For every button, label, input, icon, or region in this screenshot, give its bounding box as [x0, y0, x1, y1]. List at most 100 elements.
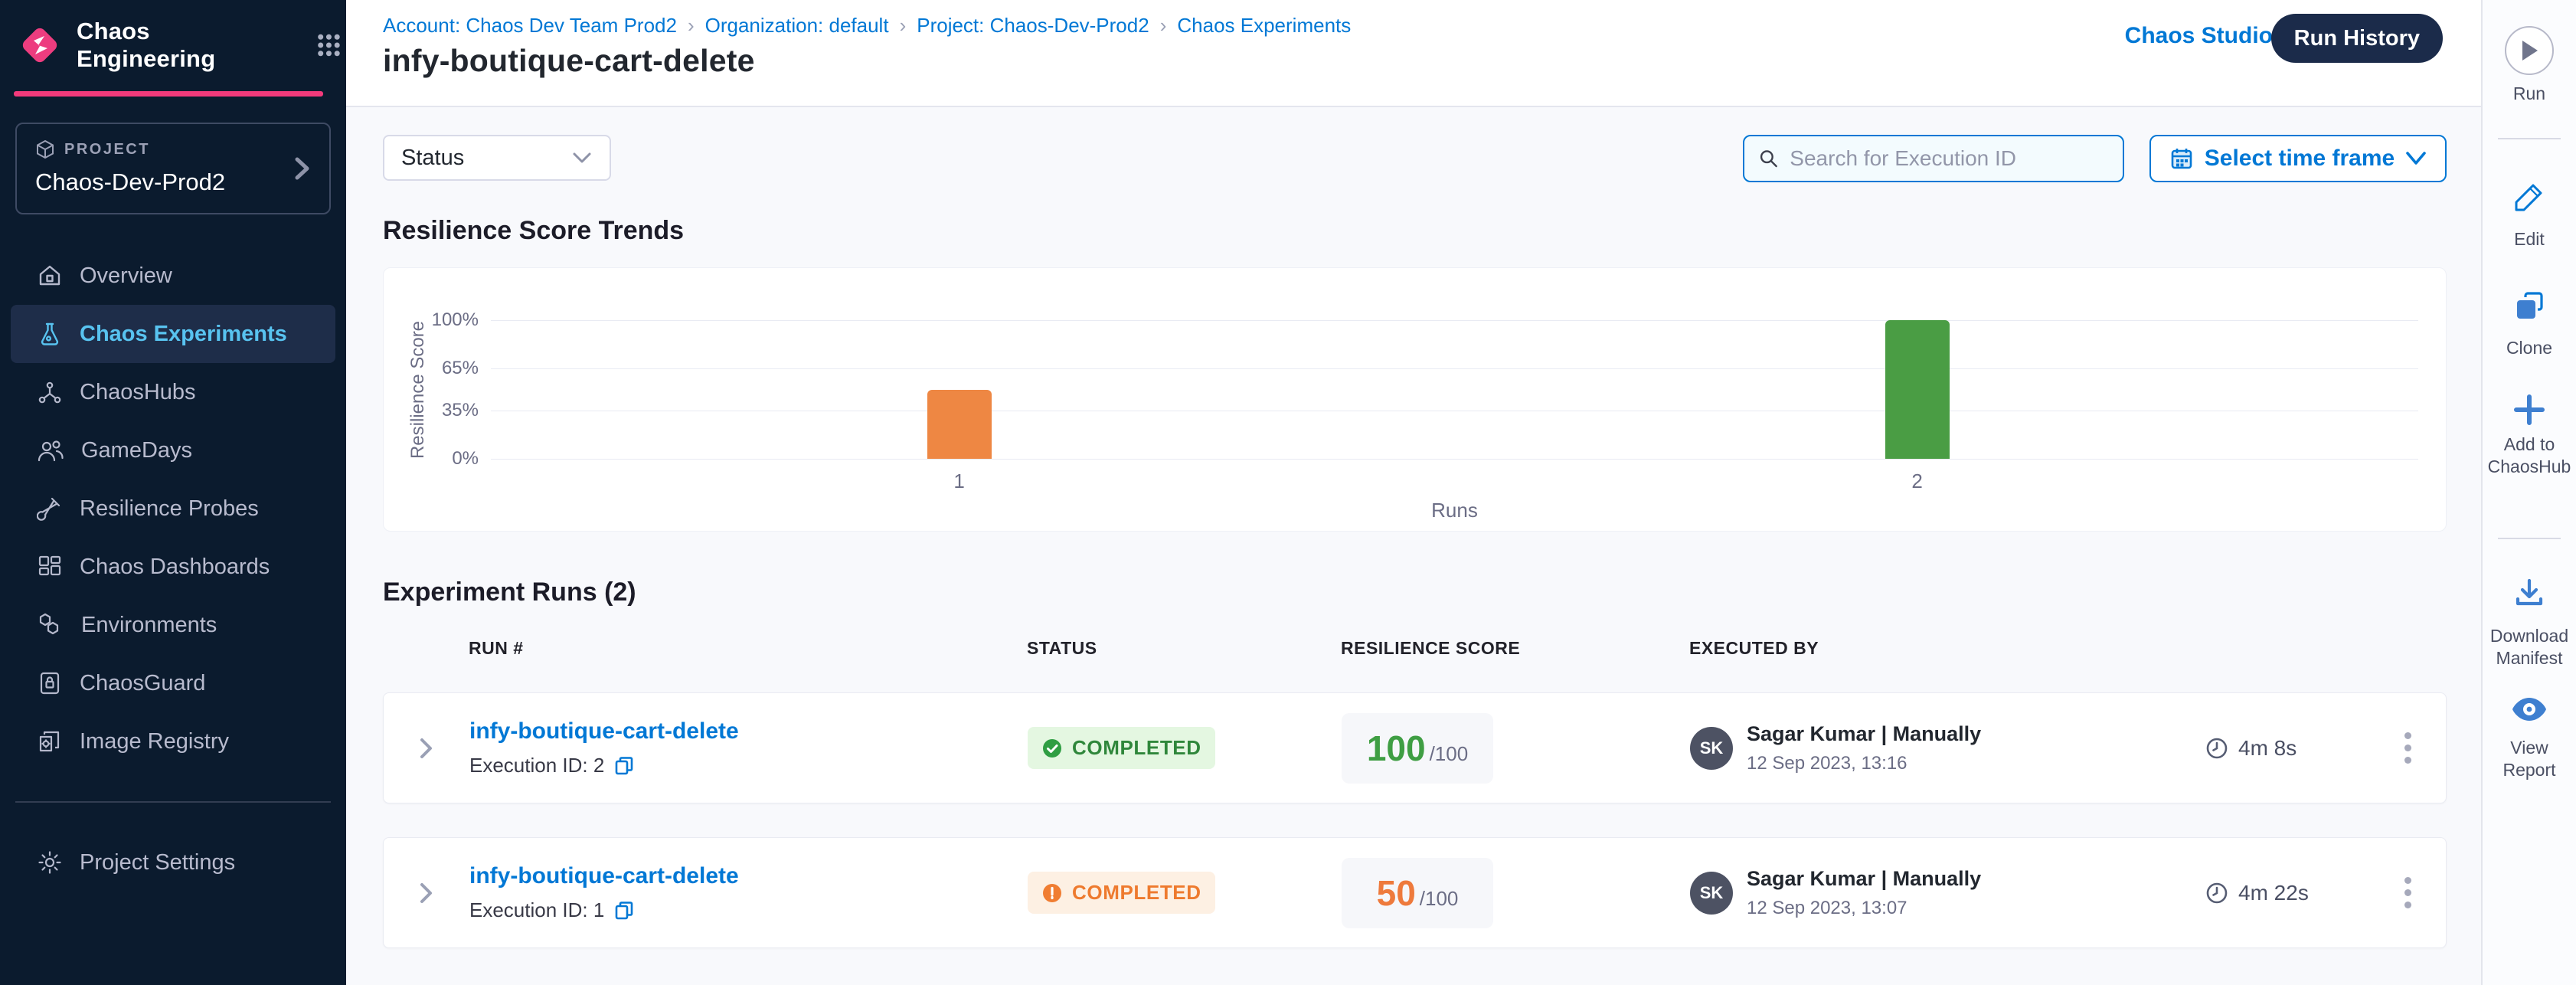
- cube-icon: [37, 139, 54, 159]
- runs-table-header: RUN # STATUS RESILIENCE SCORE EXECUTED B…: [383, 638, 2447, 659]
- runs-section-title: Experiment Runs (2): [383, 578, 636, 607]
- run-button[interactable]: [2505, 26, 2554, 75]
- status-filter-dropdown[interactable]: Status: [383, 135, 611, 181]
- right-action-toolbar: Run Edit Clone Add to ChaosHub Download …: [2481, 0, 2576, 985]
- status-filter-label: Status: [401, 145, 465, 170]
- run-history-button[interactable]: Run History: [2270, 14, 2443, 63]
- breadcrumb-chaos-experiments[interactable]: Chaos Experiments: [1177, 14, 1352, 37]
- breadcrumb-project[interactable]: Project: Chaos-Dev-Prod2: [917, 14, 1149, 37]
- column-status: STATUS: [1027, 638, 1097, 658]
- executed-at: 12 Sep 2023, 13:16: [1747, 752, 1907, 774]
- run-duration: 4m 8s: [2238, 735, 2297, 760]
- toolbar-divider: [2498, 138, 2561, 139]
- chevron-right-icon: [295, 157, 309, 180]
- gridline: [491, 459, 2418, 460]
- copy-icon[interactable]: [613, 755, 635, 777]
- avatar: SK: [1690, 726, 1733, 770]
- run-button-label: Run: [2512, 83, 2546, 103]
- score-value: 50: [1376, 872, 1416, 913]
- avatar: SK: [1690, 871, 1733, 915]
- chart-bar-run-1[interactable]: [927, 389, 992, 459]
- edit-button-label: Edit: [2514, 229, 2545, 249]
- y-axis-title: Resilience Score: [407, 320, 428, 459]
- download-icon[interactable]: [2512, 576, 2547, 611]
- sidebar-item-label: Environments: [81, 612, 217, 637]
- experiment-run-link[interactable]: infy-boutique-cart-delete: [469, 718, 739, 744]
- module-grid-icon[interactable]: [312, 28, 346, 63]
- execution-id: Execution ID: 2: [469, 754, 605, 777]
- users-icon: [38, 440, 64, 462]
- status-text: COMPLETED: [1072, 736, 1201, 759]
- search-icon: [1760, 150, 1777, 168]
- sidebar-item-chaoshubs[interactable]: ChaosHubs: [11, 363, 335, 421]
- chevron-right-icon: [420, 738, 432, 758]
- sidebar-item-chaos-experiments[interactable]: Chaos Experiments: [11, 305, 335, 363]
- sidebar-item-label: Chaos Experiments: [80, 321, 287, 346]
- column-executed-by: EXECUTED BY: [1689, 638, 1819, 658]
- x-axis-title: Runs: [1431, 499, 1478, 522]
- project-selector[interactable]: PROJECT Chaos-Dev-Prod2: [15, 123, 331, 214]
- hub-icon: [38, 381, 61, 404]
- chevron-right-icon: [420, 882, 432, 903]
- view-report-label: View Report: [2502, 738, 2556, 780]
- edit-icon[interactable]: [2512, 179, 2547, 214]
- plus-icon[interactable]: [2512, 392, 2547, 427]
- run-duration: 4m 22s: [2238, 880, 2309, 905]
- chart-bar-run-2[interactable]: [1885, 320, 1950, 459]
- sidebar-item-project-settings[interactable]: Project Settings: [11, 833, 335, 892]
- sidebar-item-label: Resilience Probes: [80, 496, 259, 521]
- sidebar-item-label: Image Registry: [80, 728, 230, 754]
- sidebar-item-gamedays[interactable]: GameDays: [11, 421, 335, 479]
- row-menu-button[interactable]: [2369, 732, 2446, 764]
- calendar-icon: [2171, 149, 2192, 169]
- sidebar-item-label: Chaos Dashboards: [80, 554, 270, 579]
- resilience-score-tile: 50 /100: [1342, 857, 1493, 928]
- breadcrumb-separator: ›: [899, 14, 907, 37]
- chaos-studio-link[interactable]: Chaos Studio: [2124, 23, 2273, 48]
- left-sidebar: Chaos Engineering PROJECT Chaos-Dev-Prod…: [0, 0, 346, 985]
- score-value: 100: [1366, 728, 1426, 768]
- row-menu-button[interactable]: [2369, 877, 2446, 908]
- sidebar-item-environments[interactable]: Environments: [11, 596, 335, 654]
- hexagons-icon: [39, 613, 59, 635]
- column-run: RUN #: [469, 638, 524, 658]
- x-tick-label: 1: [953, 470, 965, 492]
- breadcrumb-account[interactable]: Account: Chaos Dev Team Prod2: [383, 14, 677, 37]
- lock-icon: [40, 672, 60, 695]
- status-text: COMPLETED: [1072, 881, 1201, 904]
- sidebar-item-chaos-dashboards[interactable]: Chaos Dashboards: [11, 538, 335, 596]
- gear-icon: [38, 851, 61, 874]
- execution-id: Execution ID: 1: [469, 898, 605, 921]
- search-input[interactable]: [1790, 146, 2109, 171]
- time-frame-selector[interactable]: Select time frame: [2149, 135, 2447, 182]
- experiment-run-link[interactable]: infy-boutique-cart-delete: [469, 863, 739, 888]
- main-area: Account: Chaos Dev Team Prod2 › Organiza…: [346, 0, 2481, 985]
- expand-row-button[interactable]: [384, 735, 469, 761]
- dashboard-icon: [38, 555, 61, 576]
- chaos-engineering-logo-icon: [22, 28, 57, 63]
- sidebar-item-resilience-probes[interactable]: Resilience Probes: [11, 479, 335, 538]
- resilience-score-tile: 100 /100: [1342, 712, 1493, 784]
- table-row: infy-boutique-cart-delete Execution ID: …: [383, 837, 2447, 948]
- clock-icon: [2206, 738, 2228, 758]
- expand-row-button[interactable]: [384, 880, 469, 906]
- sidebar-item-label: Project Settings: [80, 849, 236, 875]
- alert-circle-icon: [1043, 883, 1061, 902]
- kebab-icon: [2404, 877, 2411, 908]
- page-header: Account: Chaos Dev Team Prod2 › Organiza…: [346, 0, 2481, 107]
- play-icon: [2522, 41, 2538, 61]
- sidebar-item-chaosguard[interactable]: ChaosGuard: [11, 654, 335, 712]
- sidebar-item-label: GameDays: [81, 437, 193, 463]
- sidebar-item-overview[interactable]: Overview: [11, 247, 335, 305]
- executed-at: 12 Sep 2023, 13:07: [1747, 897, 1907, 918]
- score-max: /100: [1419, 886, 1459, 910]
- breadcrumb: Account: Chaos Dev Team Prod2 › Organiza…: [383, 14, 1351, 38]
- breadcrumb-organization[interactable]: Organization: default: [704, 14, 889, 37]
- sidebar-item-label: ChaosGuard: [80, 670, 206, 695]
- product-title: Chaos Engineering: [77, 18, 216, 72]
- copy-icon[interactable]: [613, 900, 635, 921]
- sidebar-item-image-registry[interactable]: Image Registry: [11, 712, 335, 771]
- eye-icon[interactable]: [2510, 695, 2548, 723]
- clone-icon[interactable]: [2512, 290, 2547, 325]
- table-row: infy-boutique-cart-delete Execution ID: …: [383, 692, 2447, 803]
